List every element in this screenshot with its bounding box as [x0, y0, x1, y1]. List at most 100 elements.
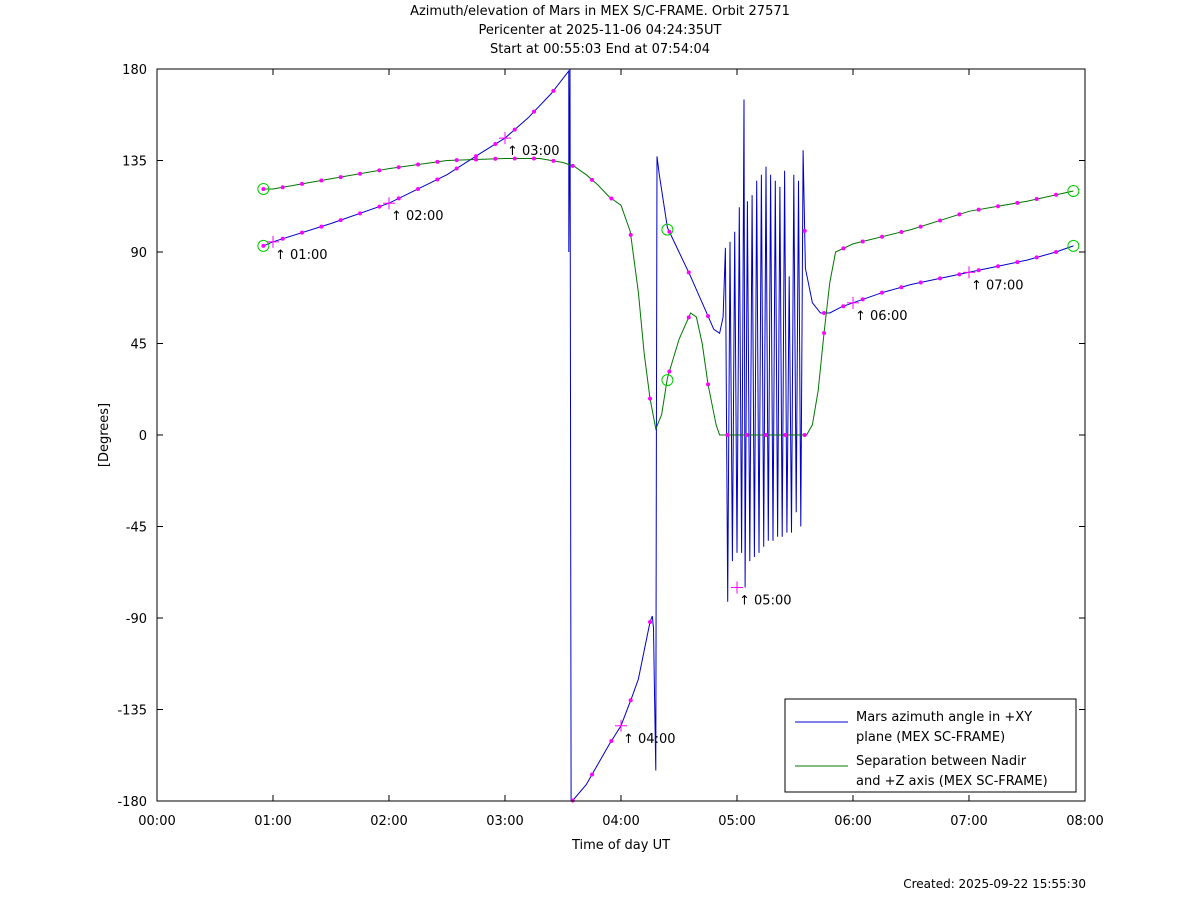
hour-marker-label: ↑ 05:00 [739, 594, 792, 609]
series-point-marker [377, 168, 382, 173]
series-point-marker [358, 211, 363, 216]
series-point-marker [377, 204, 382, 209]
series-point-marker [570, 163, 575, 168]
series-point-marker [957, 272, 962, 277]
series-point-marker [706, 382, 711, 387]
series-point-marker [841, 246, 846, 251]
y-tick-label: -135 [117, 704, 147, 719]
series-point-marker [435, 159, 440, 164]
series-point-marker [667, 229, 672, 234]
series-point-marker [860, 239, 865, 244]
series-point-marker [609, 196, 614, 201]
series-point-marker [1015, 200, 1020, 205]
series-point-marker [1015, 260, 1020, 265]
series-point-marker [628, 698, 633, 703]
series-point-marker [783, 433, 788, 437]
x-tick-label: 03:00 [486, 814, 523, 829]
chart-title-line-2: Pericenter at 2025-11-06 04:24:35UT [478, 23, 722, 38]
series-point-marker [590, 772, 595, 777]
series-point-marker [590, 177, 595, 182]
series-point-marker [551, 88, 556, 93]
created-timestamp: Created: 2025-09-22 15:55:30 [903, 877, 1086, 891]
endpoint-circle-marker [1067, 185, 1080, 197]
chart-title-line-3: Start at 00:55:03 End at 07:54:04 [489, 42, 711, 57]
series-point-marker [841, 304, 846, 309]
series-point-marker [938, 276, 943, 281]
y-tick-label: -180 [117, 795, 147, 810]
endpoint-circle-marker [257, 182, 270, 195]
legend-label-separation-1: Separation between Nadir [856, 754, 1027, 769]
series-point-marker [899, 229, 904, 234]
series-point-marker [822, 311, 827, 315]
series-line-azimuth [263, 68, 1074, 802]
series-point-marker [280, 185, 285, 190]
series-point-marker [338, 175, 343, 180]
series-point-marker [512, 127, 517, 132]
series-point-marker [822, 330, 827, 335]
hour-marker-label: ↑ 06:00 [855, 309, 908, 324]
series-point-marker [802, 433, 807, 437]
series-point-marker [744, 433, 749, 437]
series-point-marker [454, 166, 459, 171]
series-point-marker [396, 196, 401, 201]
series-point-marker [976, 268, 981, 273]
series-point-marker [551, 158, 556, 163]
x-tick-label: 08:00 [1066, 814, 1103, 829]
series-point-marker [319, 224, 324, 229]
legend: Mars azimuth angle in +XY plane (MEX SC-… [784, 698, 1077, 793]
series-point-marker [435, 177, 440, 182]
series-point-marker [764, 433, 769, 437]
series-point-marker [1034, 255, 1039, 260]
series-point-marker [996, 264, 1001, 269]
series-point-marker [532, 109, 537, 114]
series-point-marker [493, 156, 498, 161]
y-tick-label: 0 [139, 429, 147, 444]
series-point-marker [261, 186, 266, 191]
series-point-marker [648, 619, 653, 624]
series-point-marker [860, 297, 865, 302]
plot-area-frame [156, 68, 1086, 802]
series-point-marker [706, 314, 711, 319]
x-tick-label: 04:00 [602, 814, 639, 829]
series-point-marker [648, 396, 653, 401]
series-point-marker [976, 207, 981, 212]
series-point-marker [686, 270, 691, 275]
series-point-marker [899, 285, 904, 290]
series-point-marker [880, 234, 885, 239]
x-tick-label: 07:00 [950, 814, 987, 829]
series-point-marker [416, 186, 421, 191]
series-point-marker [1054, 249, 1059, 254]
series-point-marker [300, 230, 305, 235]
series-point-marker [1034, 197, 1039, 202]
series-point-marker [996, 204, 1001, 209]
series-point-marker [918, 224, 923, 229]
y-tick-label: -90 [126, 612, 147, 627]
series-point-marker [300, 181, 305, 186]
series-point-marker [512, 156, 517, 161]
series-point-marker [532, 156, 537, 161]
series-point-marker [957, 212, 962, 217]
series-point-marker [628, 232, 633, 237]
series-point-marker [280, 236, 285, 241]
x-tick-label: 02:00 [370, 814, 407, 829]
hour-marker-label: ↑ 07:00 [971, 278, 1024, 293]
y-tick-label: 135 [122, 155, 147, 170]
series-point-marker [474, 154, 479, 159]
y-axis-label: [Degrees] [97, 403, 112, 467]
series-point-marker [802, 228, 807, 233]
chart-title-line-1: Azimuth/elevation of Mars in MEX S/C-FRA… [410, 4, 790, 19]
series-point-marker [725, 433, 730, 437]
series-line-separation [263, 158, 1074, 436]
series-point-marker [667, 369, 672, 374]
x-axis-label: Time of day UT [571, 838, 670, 853]
y-tick-label: 45 [130, 338, 147, 353]
series-point-marker [918, 280, 923, 285]
y-tick-label: 90 [130, 246, 147, 261]
legend-label-azimuth-1: Mars azimuth angle in +XY [856, 710, 1032, 725]
endpoint-circle-marker [661, 223, 674, 236]
y-tick-label: -45 [126, 521, 147, 536]
series-point-marker [358, 171, 363, 176]
hour-marker-label: ↑ 03:00 [507, 144, 560, 159]
x-tick-label: 00:00 [138, 814, 175, 829]
